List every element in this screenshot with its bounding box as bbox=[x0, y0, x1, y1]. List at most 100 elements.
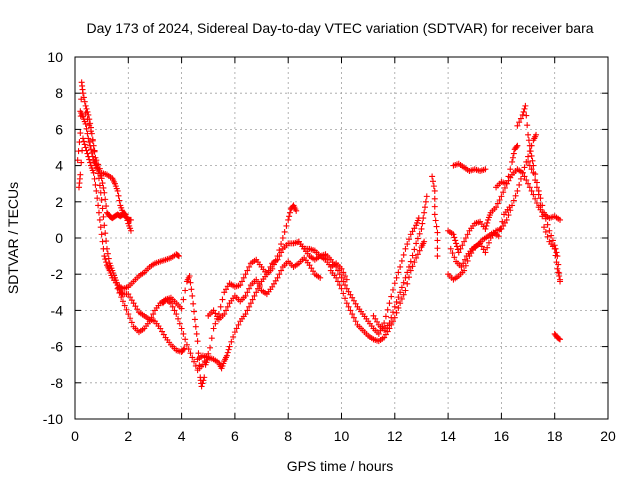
data-point bbox=[124, 217, 131, 224]
data-point bbox=[192, 323, 199, 330]
data-point bbox=[121, 302, 128, 309]
data-point bbox=[393, 298, 400, 305]
data-point bbox=[102, 230, 109, 237]
y-tick-label: 6 bbox=[55, 121, 63, 137]
data-point bbox=[175, 253, 182, 260]
data-point bbox=[278, 249, 285, 256]
series-track-l bbox=[370, 193, 430, 334]
data-point bbox=[541, 209, 548, 216]
data-point bbox=[423, 193, 430, 200]
data-point bbox=[500, 189, 507, 196]
data-point bbox=[102, 196, 109, 203]
data-point bbox=[416, 247, 423, 254]
data-point bbox=[519, 169, 526, 176]
x-axis-label: GPS time / hours bbox=[287, 458, 394, 474]
data-point bbox=[242, 271, 249, 278]
data-point bbox=[429, 173, 436, 180]
data-point bbox=[349, 311, 356, 318]
data-point bbox=[434, 237, 441, 244]
data-point bbox=[544, 233, 551, 240]
data-point bbox=[81, 141, 88, 148]
data-point bbox=[345, 288, 352, 295]
data-point bbox=[398, 295, 405, 302]
data-point bbox=[103, 203, 110, 210]
data-point bbox=[525, 131, 532, 138]
data-point bbox=[226, 343, 233, 350]
data-point bbox=[432, 217, 439, 224]
data-point bbox=[83, 147, 90, 154]
data-point bbox=[336, 271, 343, 278]
data-point bbox=[461, 238, 468, 245]
series-track-d bbox=[82, 110, 134, 234]
data-point bbox=[119, 290, 126, 297]
data-point bbox=[553, 249, 560, 256]
data-point bbox=[533, 200, 540, 207]
data-point bbox=[100, 245, 107, 252]
data-point bbox=[228, 338, 235, 345]
data-point bbox=[256, 283, 263, 290]
data-point bbox=[541, 224, 548, 231]
data-point bbox=[175, 252, 182, 259]
data-point bbox=[517, 115, 524, 122]
data-point bbox=[247, 300, 254, 307]
data-point bbox=[99, 205, 106, 212]
data-point bbox=[82, 102, 89, 109]
data-point bbox=[549, 237, 556, 244]
data-point bbox=[98, 196, 105, 203]
data-point bbox=[532, 195, 539, 202]
data-point bbox=[347, 307, 354, 314]
data-point bbox=[528, 166, 535, 173]
data-point bbox=[333, 263, 340, 270]
data-point bbox=[431, 195, 438, 202]
data-point bbox=[418, 225, 425, 232]
data-point bbox=[397, 300, 404, 307]
data-point bbox=[526, 162, 533, 169]
data-point bbox=[557, 276, 564, 283]
y-tick-label: -10 bbox=[43, 411, 63, 427]
data-point bbox=[91, 147, 98, 154]
data-point bbox=[450, 231, 457, 238]
data-point bbox=[398, 257, 405, 264]
data-point bbox=[87, 142, 94, 149]
data-point bbox=[210, 325, 217, 332]
data-point bbox=[269, 283, 276, 290]
data-point bbox=[78, 159, 85, 166]
data-point bbox=[185, 346, 192, 353]
data-point bbox=[342, 273, 349, 280]
data-point bbox=[180, 330, 187, 337]
data-point bbox=[93, 187, 100, 194]
data-point bbox=[525, 158, 532, 165]
data-point bbox=[453, 243, 460, 250]
data-point bbox=[212, 320, 219, 327]
data-point bbox=[85, 135, 92, 142]
data-point bbox=[352, 300, 359, 307]
data-point bbox=[395, 269, 402, 276]
series-track-h bbox=[194, 238, 350, 372]
x-tick-label: 18 bbox=[547, 428, 563, 444]
series-track-i bbox=[205, 254, 324, 323]
data-point bbox=[406, 236, 413, 243]
data-point bbox=[384, 306, 391, 313]
data-point bbox=[525, 180, 532, 187]
data-point bbox=[420, 215, 427, 222]
data-point bbox=[478, 243, 485, 250]
data-point bbox=[223, 352, 230, 359]
data-point bbox=[503, 216, 510, 223]
data-point bbox=[180, 346, 187, 353]
data-point bbox=[390, 286, 397, 293]
data-point bbox=[422, 204, 429, 211]
data-point bbox=[334, 278, 341, 285]
data-point bbox=[495, 233, 502, 240]
data-point bbox=[75, 148, 82, 155]
data-point bbox=[514, 142, 521, 149]
data-point bbox=[87, 128, 94, 135]
data-point bbox=[526, 142, 533, 149]
series-track-j bbox=[295, 215, 422, 337]
data-point bbox=[242, 292, 249, 299]
data-point bbox=[169, 303, 176, 310]
data-point bbox=[521, 173, 528, 180]
data-point bbox=[340, 290, 347, 297]
data-point bbox=[210, 307, 217, 314]
data-point bbox=[484, 244, 491, 251]
data-point bbox=[342, 295, 349, 302]
